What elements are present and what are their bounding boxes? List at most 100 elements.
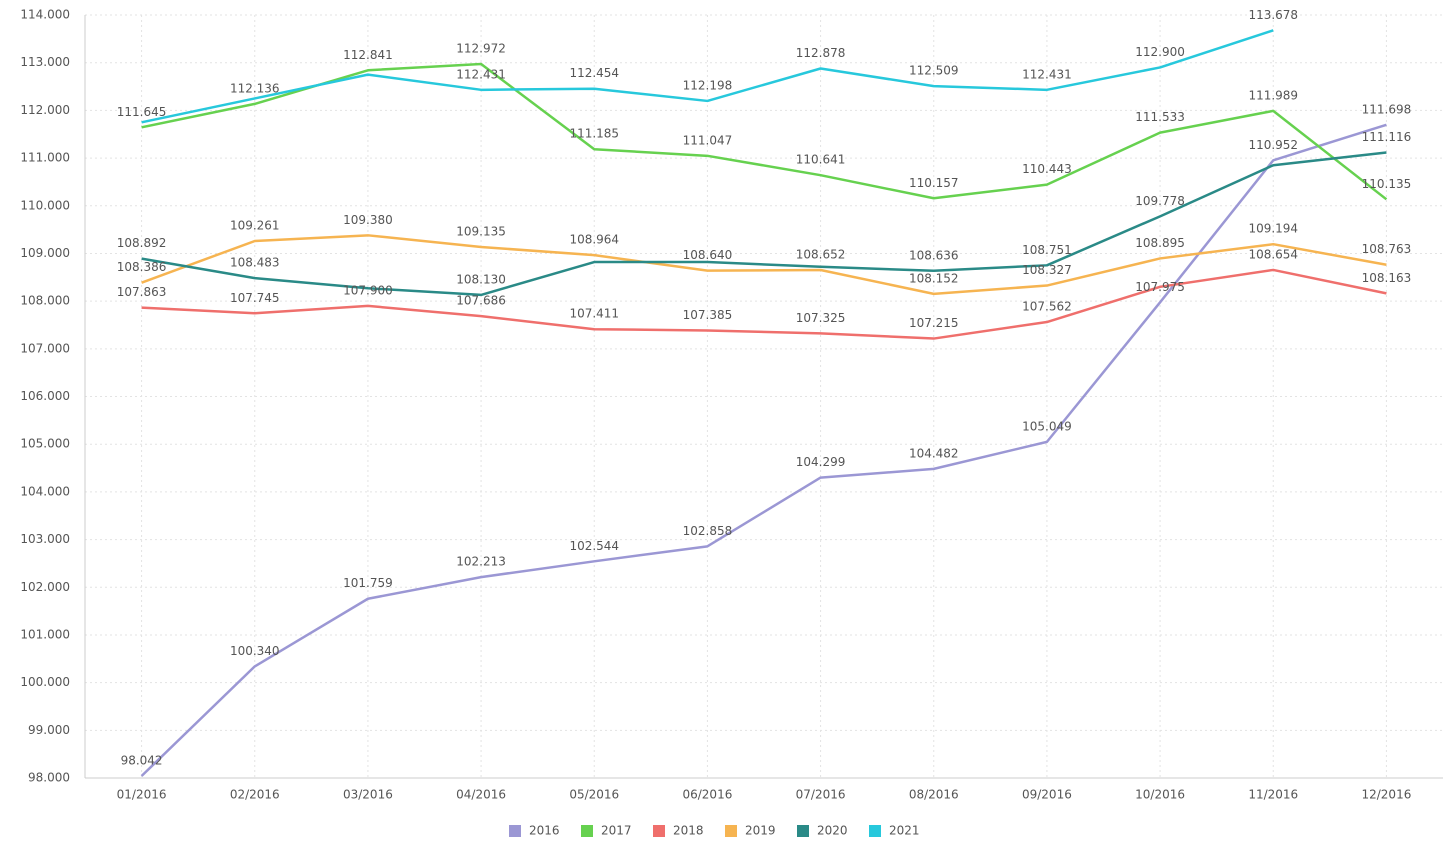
x-tick-label: 10/2016 [1135,788,1185,802]
data-label: 108.163 [1362,271,1412,285]
y-tick-label: 99.000 [28,723,70,737]
y-tick-label: 102.000 [20,580,70,594]
data-label: 108.751 [1022,243,1072,257]
y-tick-label: 111.000 [20,151,70,165]
series-line [141,234,1387,296]
data-label: 107.900 [343,283,393,297]
data-label: 108.895 [1135,236,1185,250]
legend-label: 2019 [745,824,776,838]
series-line [141,151,1387,297]
data-label: 104.482 [909,446,959,460]
y-tick-label: 105.000 [20,437,70,451]
series-line [141,29,1274,124]
legend-swatch [725,825,737,837]
legend-swatch [797,825,809,837]
data-label: 112.841 [343,48,393,62]
data-label: 108.654 [1248,247,1298,261]
data-label: 107.385 [683,308,733,322]
data-label: 102.858 [683,524,733,538]
x-tick-label: 12/2016 [1361,788,1411,802]
legend-label: 2017 [601,824,632,838]
y-tick-label: 107.000 [20,341,70,355]
x-tick-label: 02/2016 [230,788,280,802]
y-tick-label: 114.000 [20,8,70,22]
data-label: 111.185 [569,127,619,141]
y-tick-label: 98.000 [28,771,70,785]
data-label: 109.135 [456,224,506,238]
series-line [141,268,1387,340]
data-label: 111.645 [117,105,167,119]
data-label: 102.213 [456,555,506,569]
legend-swatch [509,825,521,837]
data-label: 112.431 [456,67,506,81]
data-label: 111.116 [1362,130,1412,144]
data-label: 108.636 [909,248,959,262]
y-tick-label: 103.000 [20,532,70,546]
data-label: 111.047 [683,133,733,147]
data-label: 108.152 [909,271,959,285]
data-label: 108.386 [117,260,167,274]
legend-label: 2016 [529,824,560,838]
data-label: 113.678 [1248,8,1298,22]
data-label: 112.509 [909,64,959,78]
data-label: 112.454 [569,66,619,80]
legend-swatch [653,825,665,837]
data-label: 107.745 [230,291,280,305]
data-label: 111.698 [1362,102,1412,116]
x-tick-label: 03/2016 [343,788,393,802]
data-label: 112.136 [230,81,280,95]
x-tick-label: 09/2016 [1022,788,1072,802]
y-tick-label: 106.000 [20,389,70,403]
y-tick-label: 112.000 [20,103,70,117]
legend-swatch [869,825,881,837]
data-label: 105.049 [1022,419,1072,433]
data-label: 108.327 [1022,263,1072,277]
data-label: 104.299 [796,455,846,469]
x-tick-label: 08/2016 [909,788,959,802]
data-label: 108.640 [683,248,733,262]
data-label: 112.972 [456,42,506,56]
data-label: 110.952 [1248,138,1298,152]
data-label: 108.652 [796,248,846,262]
x-tick-label: 06/2016 [682,788,732,802]
x-tick-label: 04/2016 [456,788,506,802]
data-label: 111.989 [1248,88,1298,102]
y-tick-label: 101.000 [20,627,70,641]
series-line [141,62,1388,201]
data-label: 112.431 [1022,67,1072,81]
data-label: 107.562 [1022,300,1072,314]
data-label: 108.483 [230,256,280,270]
y-tick-label: 109.000 [20,246,70,260]
legend-label: 2018 [673,824,704,838]
data-label: 107.325 [796,311,846,325]
y-tick-label: 100.000 [20,675,70,689]
data-label: 98.042 [121,753,163,767]
data-label: 109.778 [1135,194,1185,208]
data-label: 109.380 [343,213,393,227]
data-label: 101.759 [343,576,393,590]
data-label: 107.863 [117,285,167,299]
x-tick-label: 01/2016 [117,788,167,802]
y-tick-label: 108.000 [20,294,70,308]
y-tick-label: 113.000 [20,55,70,69]
data-label: 100.340 [230,644,280,658]
data-label: 110.641 [796,153,846,167]
data-label: 111.533 [1135,110,1185,124]
data-label: 108.130 [456,272,506,286]
data-label: 110.157 [909,176,959,190]
data-label: 112.878 [796,46,846,60]
data-label: 107.975 [1135,280,1185,294]
data-label: 102.544 [569,539,619,553]
data-label: 107.411 [569,307,619,321]
data-label: 107.215 [909,316,959,330]
data-label: 108.964 [569,233,619,247]
legend-swatch [581,825,593,837]
data-label: 107.686 [456,294,506,308]
data-label: 110.135 [1362,177,1412,191]
y-tick-label: 110.000 [20,198,70,212]
y-tick-label: 104.000 [20,484,70,498]
legend-label: 2020 [817,824,848,838]
data-label: 112.900 [1135,45,1185,59]
data-label: 108.763 [1362,242,1412,256]
